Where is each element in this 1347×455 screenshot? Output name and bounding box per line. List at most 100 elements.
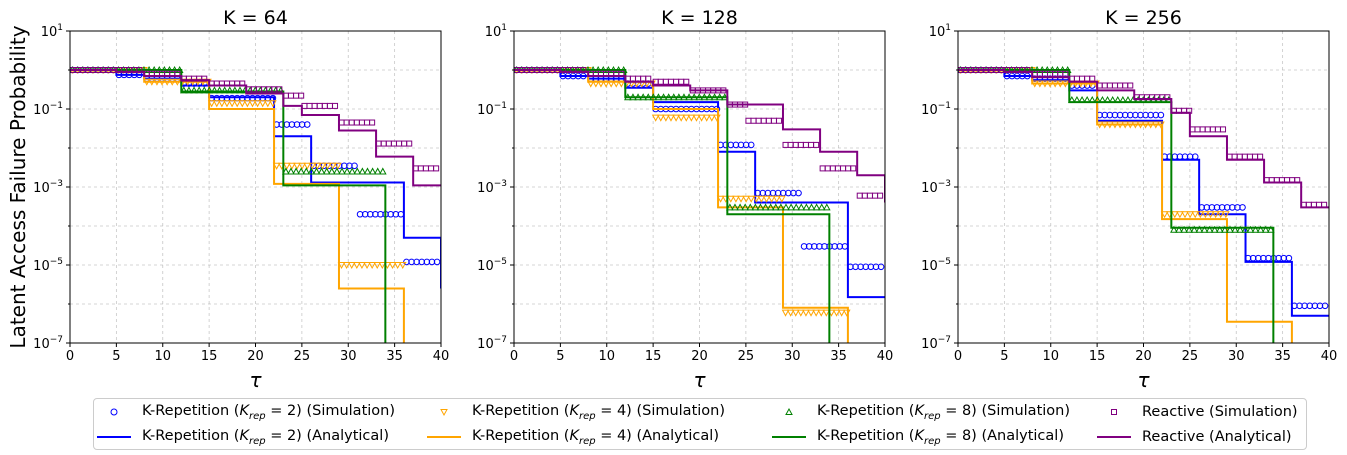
data-point-reactive bbox=[1073, 75, 1080, 82]
x-axis-label: τ bbox=[1137, 368, 1150, 392]
data-point-krep4 bbox=[263, 100, 272, 108]
data-point-krep8 bbox=[659, 93, 668, 101]
data-point-reactive bbox=[433, 165, 440, 172]
data-point-reactive bbox=[872, 192, 879, 199]
data-point-krep8 bbox=[307, 167, 316, 175]
y-tick-label: 10−3 bbox=[33, 179, 63, 196]
data-point-reactive bbox=[348, 119, 355, 126]
chart-title: K = 64 bbox=[223, 7, 288, 29]
data-point-krep4 bbox=[777, 195, 786, 203]
data-point-krep4 bbox=[368, 262, 376, 270]
data-point-krep4 bbox=[807, 309, 815, 317]
data-point-krep8 bbox=[751, 203, 760, 211]
data-point-reactive bbox=[662, 78, 669, 85]
series-line-krep8 bbox=[514, 69, 831, 343]
data-point-krep4 bbox=[662, 114, 670, 122]
data-point-krep4 bbox=[308, 162, 317, 170]
data-point-krep8 bbox=[292, 167, 300, 175]
legend-label: K-Repetition (Krep = 2) (Simulation) bbox=[142, 402, 396, 422]
legend-item-krep2-ana: K-Repetition (Krep = 2) (Analytical) bbox=[94, 427, 389, 447]
legend-label: K-Repetition (Krep = 4) (Analytical) bbox=[472, 427, 719, 447]
data-point-reactive bbox=[321, 102, 328, 109]
data-point-krep4 bbox=[363, 262, 371, 270]
data-point-reactive bbox=[417, 165, 424, 172]
data-point-reactive bbox=[673, 78, 680, 85]
data-point-krep4 bbox=[173, 78, 182, 86]
data-point-krep4 bbox=[318, 162, 327, 170]
data-point-krep8 bbox=[1078, 95, 1086, 104]
data-point-krep4 bbox=[1141, 121, 1150, 129]
data-point-krep2 bbox=[1285, 254, 1293, 262]
data-point-reactive bbox=[1220, 126, 1227, 133]
data-point-krep8 bbox=[348, 167, 357, 175]
legend-swatch-line bbox=[427, 436, 461, 438]
data-point-krep4 bbox=[802, 309, 810, 317]
data-point-krep8 bbox=[1241, 225, 1250, 233]
data-point-krep8 bbox=[338, 167, 346, 175]
data-point-krep4 bbox=[1211, 211, 1220, 219]
x-tick-label: 40 bbox=[433, 349, 450, 364]
chart-title: K = 128 bbox=[661, 7, 738, 29]
data-point-krep8 bbox=[312, 167, 321, 175]
x-tick-label: 20 bbox=[691, 349, 708, 364]
data-point-krep8 bbox=[710, 93, 719, 101]
data-point-krep4 bbox=[742, 195, 750, 203]
data-point-reactive bbox=[174, 70, 181, 77]
x-tick-label: 25 bbox=[294, 349, 311, 364]
data-point-krep4 bbox=[168, 78, 177, 86]
x-tick-label: 15 bbox=[201, 349, 218, 364]
data-point-krep8 bbox=[726, 203, 734, 211]
data-point-reactive bbox=[765, 117, 772, 124]
data-point-krep8 bbox=[777, 203, 785, 211]
legend-swatch-triangle-up bbox=[785, 407, 793, 415]
data-point-krep8 bbox=[705, 93, 714, 101]
data-point-reactive bbox=[1214, 126, 1221, 133]
data-point-krep4 bbox=[767, 195, 776, 203]
data-point-reactive bbox=[1194, 126, 1201, 133]
data-point-krep8 bbox=[358, 167, 367, 175]
data-point-krep2 bbox=[877, 263, 885, 271]
data-point-krep8 bbox=[1113, 95, 1122, 104]
data-point-krep8 bbox=[231, 86, 239, 94]
data-point-krep8 bbox=[1215, 225, 1224, 233]
data-point-krep8 bbox=[297, 167, 306, 175]
data-point-reactive bbox=[580, 67, 587, 73]
data-point-krep4 bbox=[832, 309, 841, 317]
data-point-krep4 bbox=[651, 114, 660, 122]
data-point-reactive bbox=[406, 140, 413, 147]
data-point-krep4 bbox=[1181, 211, 1189, 219]
x-tick-label: 25 bbox=[1182, 349, 1199, 364]
data-point-krep8 bbox=[690, 93, 699, 101]
data-point-krep8 bbox=[373, 167, 382, 175]
data-point-krep4 bbox=[817, 309, 826, 317]
data-point-krep8 bbox=[190, 86, 198, 94]
series-line-krep8 bbox=[958, 69, 1275, 343]
data-point-krep4 bbox=[358, 262, 366, 270]
data-point-reactive bbox=[110, 67, 117, 73]
data-point-krep4 bbox=[1030, 80, 1039, 88]
x-tick-label: 5 bbox=[1000, 349, 1008, 364]
data-point-krep4 bbox=[842, 309, 851, 317]
data-point-krep4 bbox=[1176, 211, 1184, 219]
data-point-krep4 bbox=[337, 262, 346, 270]
data-point-krep4 bbox=[1046, 80, 1054, 88]
data-point-krep4 bbox=[212, 100, 221, 108]
data-point-krep4 bbox=[812, 309, 820, 317]
data-point-krep8 bbox=[639, 93, 647, 101]
data-point-krep8 bbox=[343, 167, 351, 175]
data-point-krep8 bbox=[1200, 225, 1209, 233]
legend: K-Repetition (Krep = 2) (Simulation) K-Re… bbox=[93, 398, 1307, 450]
data-point-krep8 bbox=[746, 203, 755, 211]
legend-item-krep2-sim: K-Repetition (Krep = 2) (Simulation) bbox=[94, 402, 395, 422]
legend-swatch-square bbox=[1111, 409, 1117, 415]
data-point-krep4 bbox=[1191, 211, 1200, 219]
data-point-krep8 bbox=[629, 93, 637, 101]
data-point-reactive bbox=[755, 117, 762, 124]
data-point-krep4 bbox=[378, 262, 387, 270]
data-point-krep4 bbox=[1157, 121, 1165, 129]
data-point-krep4 bbox=[1056, 80, 1065, 88]
data-point-krep2 bbox=[580, 72, 587, 80]
data-point-krep4 bbox=[772, 195, 781, 203]
data-point-reactive bbox=[1089, 75, 1096, 82]
data-point-krep4 bbox=[258, 100, 267, 108]
